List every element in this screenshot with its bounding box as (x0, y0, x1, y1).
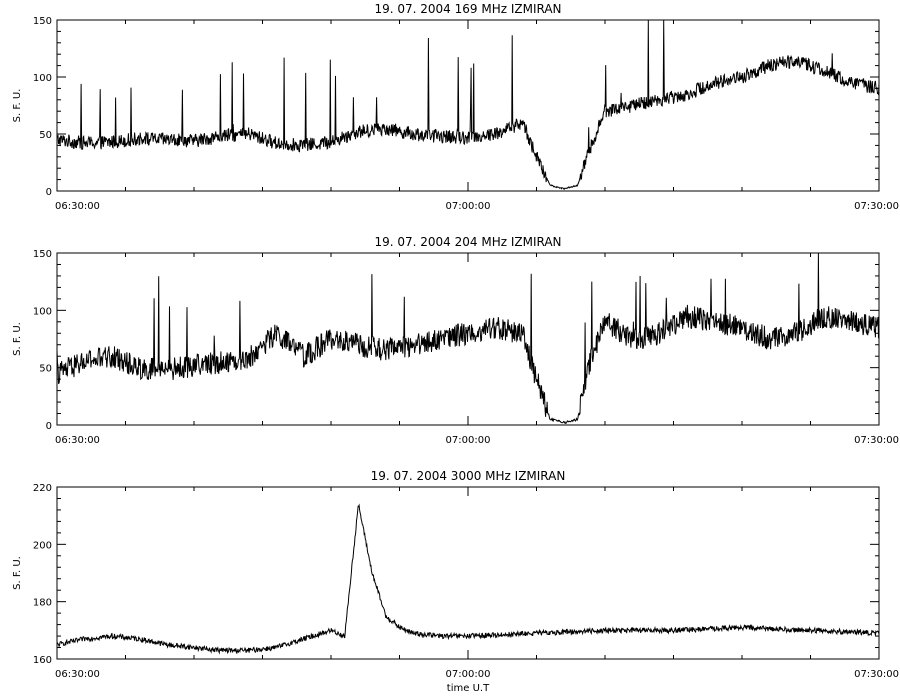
y-tick-label: 100 (33, 306, 52, 317)
x-tick-label: 07:00:00 (446, 669, 491, 680)
y-tick-label: 150 (33, 16, 52, 27)
plot-frame (56, 486, 880, 660)
y-axis-label: S. F. U. (12, 322, 23, 356)
x-tick-label: 07:30:00 (854, 201, 899, 212)
chart-panel-1: 19. 07. 2004 169 MHz IZMIRAN S. F. U. 0 50 1… (12, 2, 899, 212)
y-tick-label: 100 (33, 73, 52, 84)
x-tick-label: 07:30:00 (854, 435, 899, 446)
y-tick-label: 200 (33, 540, 52, 551)
plot-frame (56, 19, 880, 192)
x-axis-label: time U.T (447, 683, 490, 694)
chart-panel-3: 19. 07. 2004 3000 MHz IZMIRAN S. F. U. 160… (12, 469, 899, 694)
x-tick-label: 06:30:00 (55, 669, 100, 680)
chart-title: 19. 07. 2004 204 MHz IZMIRAN (374, 235, 561, 249)
y-tick-label: 160 (33, 655, 52, 666)
y-axis-label: S. F. U. (12, 89, 23, 123)
x-tick-label: 07:00:00 (446, 435, 491, 446)
chart-title: 19. 07. 2004 3000 MHz IZMIRAN (371, 469, 566, 483)
y-tick-label: 50 (39, 364, 52, 375)
flux-trace (56, 252, 880, 425)
flux-trace (56, 19, 880, 191)
y-axis-label: S. F. U. (12, 556, 23, 590)
y-tick-label: 50 (39, 130, 52, 141)
x-tick-label: 07:30:00 (854, 669, 899, 680)
chart-title: 19. 07. 2004 169 MHz IZMIRAN (374, 2, 561, 16)
x-tick-label: 06:30:00 (55, 201, 100, 212)
x-tick-label: 07:00:00 (446, 201, 491, 212)
chart-panel-2: 19. 07. 2004 204 MHz IZMIRAN S. F. U. 0 50 1… (12, 235, 899, 446)
flux-trace (56, 503, 880, 655)
y-tick-label: 180 (33, 598, 52, 609)
y-tick-label: 0 (46, 421, 52, 432)
x-tick-label: 06:30:00 (55, 435, 100, 446)
y-tick-label: 150 (33, 249, 52, 260)
y-tick-label: 220 (33, 483, 52, 494)
y-tick-label: 0 (46, 187, 52, 198)
